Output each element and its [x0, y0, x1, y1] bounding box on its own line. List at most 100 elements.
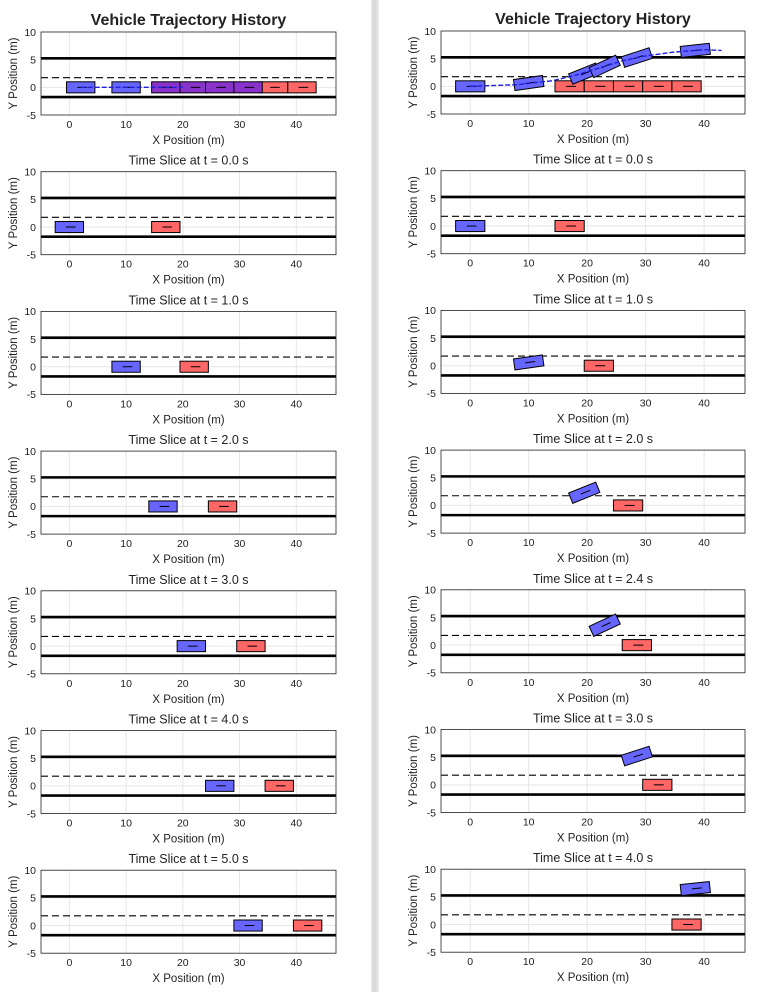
ego-vehicle — [455, 220, 486, 233]
x-tick-label: 30 — [234, 957, 246, 969]
y-tick-label: 0 — [30, 781, 36, 793]
y-tick-label: 10 — [24, 27, 36, 39]
axes-frame — [440, 30, 746, 115]
y-axis-label: Y Position (m) — [8, 456, 20, 528]
lead-vehicle — [179, 360, 209, 373]
y-tick-label: 5 — [430, 892, 436, 904]
x-tick-label: 0 — [66, 119, 72, 131]
subplot-2-6: Time Slice at t = 3.0 s 0 10 20 30 40 -5 0 5 10 X … — [408, 712, 746, 845]
y-tick-label: 0 — [30, 501, 36, 513]
x-axis-label: X Position (m) — [557, 274, 629, 286]
subplot-title: Time Slice at t = 2.0 s — [128, 433, 248, 447]
y-tick-label: 5 — [30, 753, 36, 765]
x-tick-label: 0 — [467, 118, 473, 130]
x-axis-label: X Position (m) — [557, 693, 629, 705]
y-tick-label: -5 — [427, 109, 436, 121]
lead-vehicle — [554, 220, 585, 233]
ego-vehicle-heading — [633, 753, 644, 758]
ego-vehicle — [148, 500, 178, 513]
y-tick-label: 0 — [30, 362, 36, 374]
y-tick-label: 5 — [430, 612, 436, 624]
y-tick-label: 0 — [430, 81, 436, 93]
axes-frame — [440, 868, 746, 953]
x-tick-label: 0 — [467, 956, 473, 968]
lead-vehicle — [236, 640, 266, 653]
y-tick-label: 5 — [30, 474, 36, 486]
y-tick-label: 10 — [24, 446, 36, 458]
x-axis-label: X Position (m) — [557, 413, 629, 425]
y-tick-label: -5 — [427, 668, 436, 680]
axes-frame — [440, 729, 746, 813]
y-tick-label: 0 — [30, 222, 36, 234]
x-tick-label: 40 — [698, 677, 710, 689]
subplot-title: Vehicle Trajectory History — [495, 11, 691, 28]
axes-frame — [40, 31, 337, 116]
subplot-2-1: Vehicle Trajectory History 0 10 20 30 40 -5 0 5 1… — [408, 11, 746, 146]
y-axis-label: Y Position (m) — [8, 317, 20, 389]
subplot-1-5: Time Slice at t = 3.0 s 0 10 20 30 40 -5 0 5 10 X … — [8, 573, 337, 706]
subplot-title: Time Slice at t = 5.0 s — [128, 852, 248, 866]
axes-background — [41, 870, 336, 954]
x-tick-label: 20 — [177, 259, 189, 271]
y-tick-label: 5 — [30, 613, 36, 625]
axes-frame — [40, 171, 337, 256]
x-tick-label: 0 — [467, 817, 473, 829]
subplot-1-4: Time Slice at t = 2.0 s 0 10 20 30 40 -5 0 5 10 X … — [8, 433, 337, 566]
lead-vehicle — [671, 918, 702, 931]
x-tick-label: 10 — [523, 537, 535, 549]
subplot-title: Time Slice at t = 1.0 s — [533, 292, 653, 306]
ego-vehicle — [176, 640, 207, 653]
x-tick-label: 30 — [640, 677, 652, 689]
x-tick-label: 20 — [581, 258, 593, 270]
x-tick-label: 0 — [467, 537, 473, 549]
y-tick-label: -5 — [27, 669, 36, 681]
x-tick-label: 0 — [66, 678, 72, 690]
y-tick-label: -5 — [27, 389, 36, 401]
lead-vehicle — [642, 80, 673, 93]
x-tick-label: 20 — [177, 818, 189, 830]
x-tick-label: 40 — [698, 537, 710, 549]
x-tick-label: 40 — [698, 258, 710, 270]
subplot-title: Time Slice at t = 4.0 s — [533, 851, 653, 865]
y-tick-label: 0 — [430, 780, 436, 792]
x-tick-label: 10 — [120, 818, 132, 830]
x-tick-label: 40 — [290, 538, 302, 550]
y-axis-label: Y Position (m) — [8, 876, 20, 948]
x-axis-label: X Position (m) — [152, 834, 224, 846]
axes-frame — [40, 450, 337, 535]
x-tick-label: 10 — [120, 259, 132, 271]
y-tick-label: -5 — [27, 808, 36, 820]
axes-background — [441, 869, 745, 953]
lead-vehicle — [583, 80, 614, 93]
x-tick-label: 30 — [640, 118, 652, 130]
x-tick-label: 20 — [581, 118, 593, 130]
x-tick-label: 20 — [177, 538, 189, 550]
y-tick-label: -5 — [427, 947, 436, 959]
x-tick-label: 10 — [523, 118, 535, 130]
x-axis-label: X Position (m) — [152, 694, 224, 706]
x-tick-label: 40 — [698, 817, 710, 829]
subplot-1-2: Time Slice at t = 0.0 s 0 10 20 30 40 -5 0 5 10 X … — [8, 154, 337, 287]
y-axis-label: Y Position (m) — [408, 316, 420, 388]
lead-vehicle — [258, 81, 289, 94]
y-tick-label: 10 — [24, 586, 36, 598]
y-tick-label: 0 — [430, 500, 436, 512]
y-axis-label: Y Position (m) — [408, 176, 420, 248]
x-tick-label: 0 — [66, 398, 72, 410]
subplot-title: Time Slice at t = 4.0 s — [128, 713, 248, 727]
y-tick-label: 5 — [430, 473, 436, 485]
axes-frame — [440, 170, 746, 255]
y-tick-label: -5 — [27, 250, 36, 262]
ego-vehicle — [54, 221, 85, 234]
axes-frame — [40, 310, 337, 395]
lead-vehicle — [621, 639, 652, 652]
subplot-1-3: Time Slice at t = 1.0 s 0 10 20 30 40 -5 0 5 10 X … — [8, 293, 337, 426]
ego-vehicle — [233, 919, 263, 932]
x-tick-label: 10 — [120, 398, 132, 410]
lead-vehicle — [292, 919, 323, 932]
x-tick-label: 10 — [523, 956, 535, 968]
x-axis-label: X Position (m) — [557, 833, 629, 845]
lead-vehicle — [264, 779, 294, 792]
